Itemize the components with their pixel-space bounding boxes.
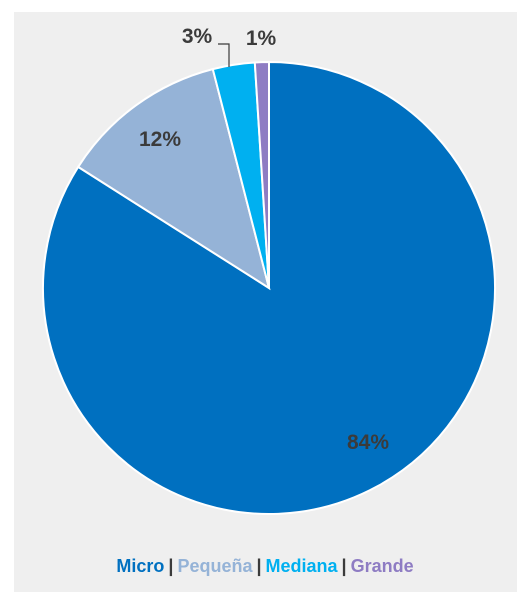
legend-separator: | xyxy=(168,556,174,576)
legend: Micro | Pequeña | Mediana | Grande xyxy=(0,554,530,578)
slice-label-micro: 84% xyxy=(347,431,389,454)
slice-labels: 84% 12% 3% 1% xyxy=(139,25,389,454)
legend-item-grande: Grande xyxy=(350,556,414,576)
leader-line-mediana xyxy=(218,43,230,67)
legend-separator: | xyxy=(256,556,262,576)
slice-label-pequeña: 12% xyxy=(139,128,181,151)
legend-item-micro: Micro xyxy=(116,556,165,576)
pie-slice-pequeña xyxy=(76,67,271,291)
leader-lines xyxy=(218,43,230,67)
slice-label-mediana: 3% xyxy=(182,25,213,48)
pie-slice-grande xyxy=(253,60,270,289)
legend-item-pequeña: Pequeña xyxy=(177,556,253,576)
legend-separator: | xyxy=(341,556,347,576)
pie-slices xyxy=(42,60,496,515)
legend-item-mediana: Mediana xyxy=(265,556,338,576)
slice-label-grande: 1% xyxy=(246,27,277,50)
